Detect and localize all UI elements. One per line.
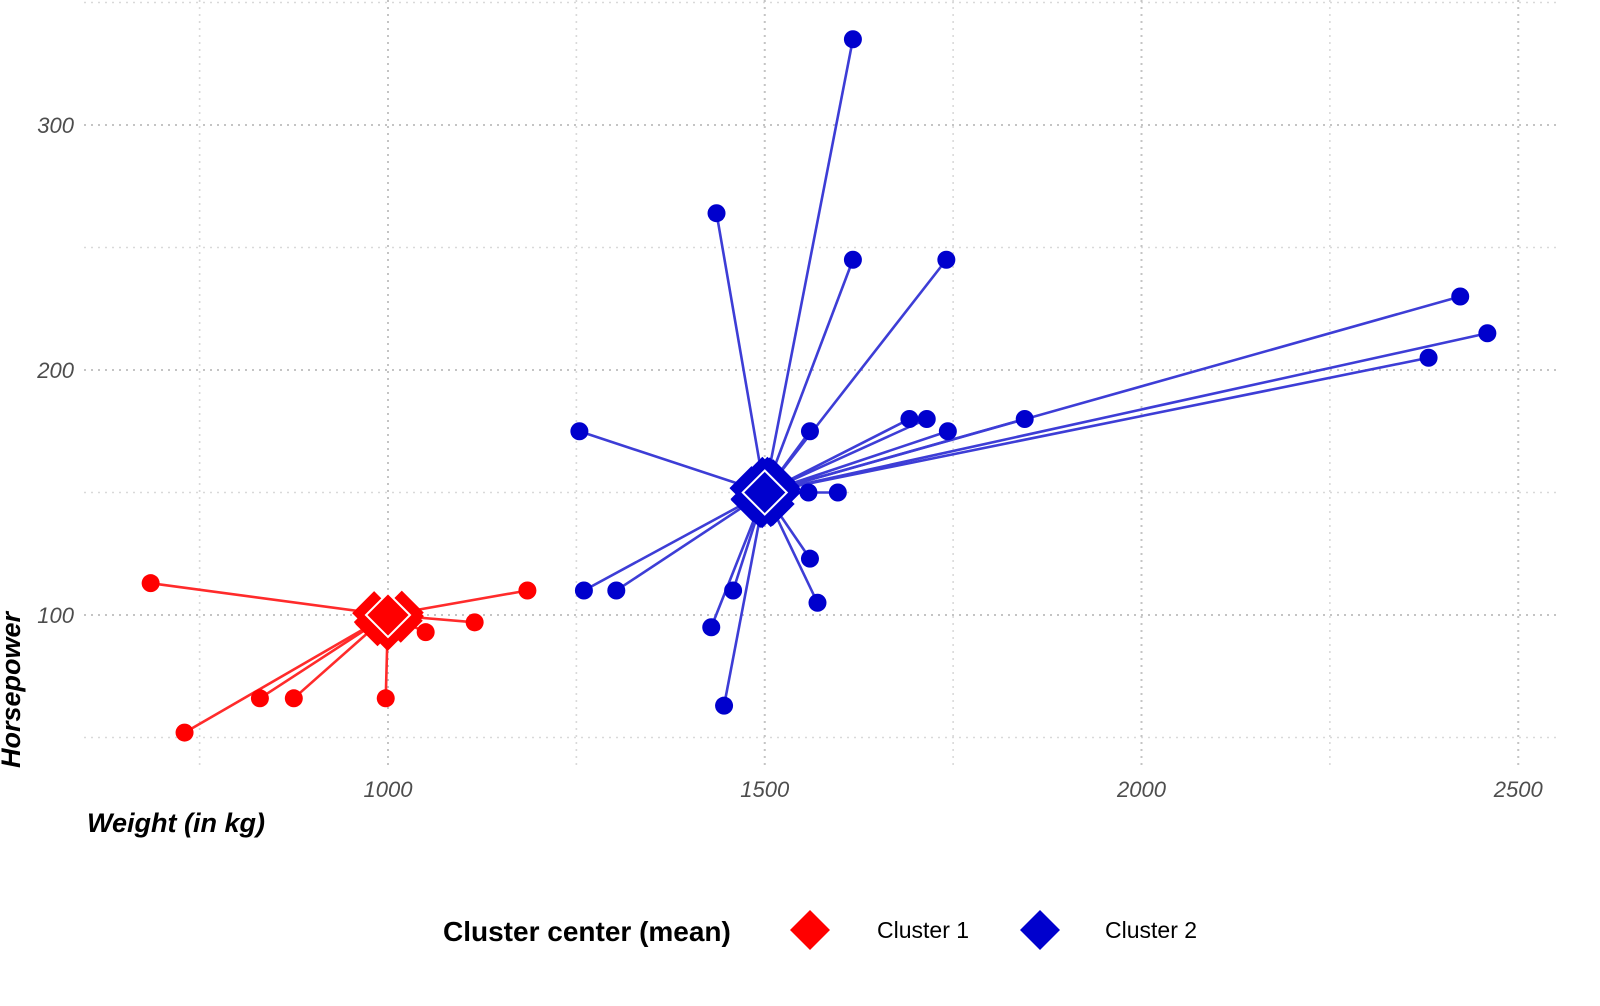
legend: Cluster center (mean) Cluster 1 Cluster 2 [443,910,1197,950]
y-tick-label: 100 [37,603,74,628]
data-point [1478,324,1497,343]
minor-gridlines [84,0,1556,770]
cluster-link-line [150,581,389,617]
data-point [574,581,593,600]
data-point [1451,287,1470,306]
x-axis-title: Weight (in kg) [87,808,265,838]
data-point [570,422,589,441]
x-tick-label: 1500 [740,777,790,802]
data-point [702,618,721,637]
legend-label: Cluster 2 [1105,917,1197,943]
legend-entries: Cluster 1 Cluster 2 [790,910,1197,950]
data-point [175,723,194,742]
x-tick-label: 2500 [1493,777,1544,802]
legend-label: Cluster 1 [877,917,969,943]
cluster-center-diamond [364,591,412,639]
data-point [715,696,734,715]
y-tick-label: 300 [37,113,74,138]
data-point [1419,348,1438,367]
data-points [141,30,1497,742]
data-point [724,581,743,600]
cluster-link-line [578,430,766,494]
cluster-link-line [722,492,767,706]
cluster-center-diamond [741,469,789,516]
data-point [284,689,303,708]
data-point [843,250,862,269]
y-axis-title: Horsepower [0,610,26,768]
data-point [843,30,862,49]
data-point [141,574,160,593]
data-point [900,410,919,428]
cluster-link-line [763,259,855,493]
cluster-link-line [764,356,1429,494]
cluster-link-line [763,39,855,493]
data-point [938,422,957,441]
cluster-link-line [764,417,1026,494]
cluster-link-line [183,613,389,734]
cluster-centers [352,456,801,651]
data-point [808,593,827,612]
x-axis-ticks: 1000 1500 2000 2500 [364,777,1544,802]
data-point [707,204,726,223]
legend-key-diamond [790,910,830,950]
data-point [250,689,269,708]
data-point [799,483,818,502]
cluster-link-line [763,258,948,494]
data-point [416,623,435,642]
data-point [800,422,819,441]
data-point [1015,410,1034,428]
y-tick-label: 200 [36,358,74,383]
x-tick-label: 1000 [364,777,414,802]
y-axis-ticks: 100 200 300 [36,113,74,628]
cluster-link-line [764,331,1488,494]
data-point [607,581,626,600]
legend-title: Cluster center (mean) [443,916,731,947]
cluster-link-line [583,491,766,592]
legend-key-diamond [1020,910,1060,950]
data-point [465,613,484,632]
data-point [518,581,537,600]
cluster-links [150,39,1488,734]
data-point [917,410,936,428]
data-point [800,549,819,568]
data-point [937,250,956,269]
data-point [828,483,847,502]
major-gridlines [84,0,1556,770]
data-point [376,689,395,708]
x-tick-label: 2000 [1116,777,1167,802]
cluster-link-line [715,212,767,493]
